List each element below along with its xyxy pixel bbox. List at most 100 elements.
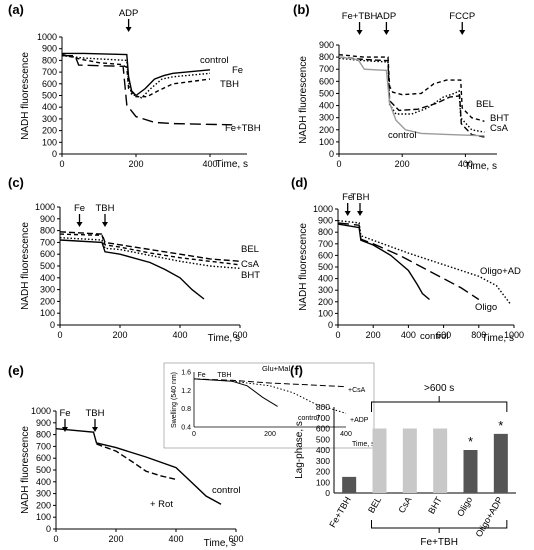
bar [493, 433, 508, 493]
x-category-label: Oligo [455, 495, 474, 518]
y-tick-label: 700 [319, 64, 334, 74]
series-line-oligo-ad [337, 219, 512, 305]
y-axis-label: Lag-phase, s [294, 421, 305, 479]
inset-frame [163, 362, 375, 449]
y-tick-label: 900 [319, 40, 334, 50]
y-tick-label: 0 [52, 149, 57, 159]
y-tick-label: 800 [316, 402, 330, 412]
series-line-control [62, 52, 211, 97]
bracket-top-label: >600 s [424, 383, 454, 394]
x-tick-label: 400 [168, 534, 183, 544]
inset-x-axis-label: Time, s [352, 441, 375, 448]
series-label: control [388, 130, 417, 141]
annotation-label: FCCP [449, 11, 475, 22]
series-label: control [420, 331, 449, 342]
arrow-head [357, 211, 363, 216]
y-tick-label: 600 [36, 453, 51, 463]
x-tick-label: 600 [228, 534, 243, 544]
series-line-control [55, 428, 222, 505]
y-tick-label: 100 [36, 512, 51, 522]
y-tick-label: 1000 [37, 32, 57, 42]
annotation-label: Fe [342, 192, 353, 203]
y-tick-label: 800 [40, 226, 55, 236]
x-tick-label: 400 [172, 330, 187, 340]
y-tick-label: 100 [42, 137, 57, 147]
arrow-head [92, 427, 98, 432]
y-axis-label: NADH fluorescence [20, 426, 31, 514]
y-tick-label: 1000 [31, 406, 51, 416]
y-tick-label: 1000 [35, 202, 55, 212]
x-tick-label: 400 [401, 330, 416, 340]
y-tick-label: 400 [36, 477, 51, 487]
annotation-label: ADP [377, 11, 397, 22]
arrow-head [76, 222, 83, 227]
x-axis-label: Time, s [216, 159, 248, 170]
y-tick-label: 0 [50, 320, 55, 330]
y-tick-label: 0 [46, 524, 51, 534]
series-label: control [200, 55, 229, 66]
y-tick-label: 300 [42, 114, 57, 124]
y-tick-label: 400 [42, 102, 57, 112]
panel-label: (e) [8, 363, 24, 378]
panel-label: (c) [8, 175, 24, 190]
bar [342, 476, 357, 493]
inset-title: Glu+Mal [262, 364, 290, 373]
series-line-control [338, 56, 485, 137]
series-label: CsA [241, 259, 260, 270]
y-tick-label: 200 [42, 126, 57, 136]
x-tick-label: 400 [458, 159, 473, 169]
y-tick-label: 500 [40, 261, 55, 271]
y-tick-label: 600 [40, 249, 55, 259]
y-tick-label: 300 [318, 285, 333, 295]
series-line-tbh [61, 53, 211, 98]
inset-y-tick-label: 0.4 [181, 425, 191, 432]
arrow-head [383, 30, 390, 35]
x-category-label: CsA [396, 495, 413, 515]
y-tick-label: 200 [318, 297, 333, 307]
x-tick-label: 0 [57, 330, 62, 340]
x-category-label: BHT [426, 495, 444, 516]
x-axis-label: Time, s [204, 538, 236, 549]
y-tick-label: 500 [42, 91, 57, 101]
inset-series-label: control [298, 415, 319, 422]
y-tick-label: 100 [319, 137, 334, 147]
series-line-csa [59, 233, 241, 266]
series-line-control [337, 223, 430, 301]
x-tick-label: 200 [395, 159, 410, 169]
arrow-head [125, 27, 132, 32]
series-label: BHT [490, 113, 509, 124]
x-axis-label: Time, s [465, 161, 497, 172]
y-tick-label: 600 [316, 424, 330, 434]
y-tick-label: 100 [316, 477, 330, 487]
x-tick-label: 400 [202, 159, 217, 169]
y-axis-label: NADH fluorescence [298, 56, 309, 144]
inset-x-tick-label: 200 [264, 431, 276, 438]
inset-x-tick-label: 400 [340, 431, 352, 438]
inset-y-axis-label: Swelling (540 nm) [171, 372, 178, 428]
inset-y-tick-label: 1.6 [181, 370, 191, 377]
series-label: + Rot [150, 499, 173, 510]
arrow-head [102, 222, 108, 227]
bar [372, 428, 387, 493]
series-line-fe [61, 55, 211, 99]
x-category-label: Oligo+ADP [474, 495, 505, 539]
panel-label: (b) [293, 2, 310, 17]
y-tick-label: 300 [319, 113, 334, 123]
x-category-label: Fe+TBH [327, 495, 353, 529]
y-tick-label: 600 [318, 250, 333, 260]
series-label: Oligo+AD [480, 266, 521, 277]
x-tick-label: 0 [59, 159, 64, 169]
series-label: control [212, 485, 241, 496]
inset-x-tick-label: 0 [192, 431, 196, 438]
y-tick-label: 600 [319, 76, 334, 86]
y-tick-label: 100 [40, 308, 55, 318]
bracket-top [371, 401, 508, 412]
series-line-bht [59, 237, 241, 270]
annotation-label: TBH [96, 203, 115, 214]
y-tick-label: 800 [319, 52, 334, 62]
y-tick-label: 400 [318, 274, 333, 284]
